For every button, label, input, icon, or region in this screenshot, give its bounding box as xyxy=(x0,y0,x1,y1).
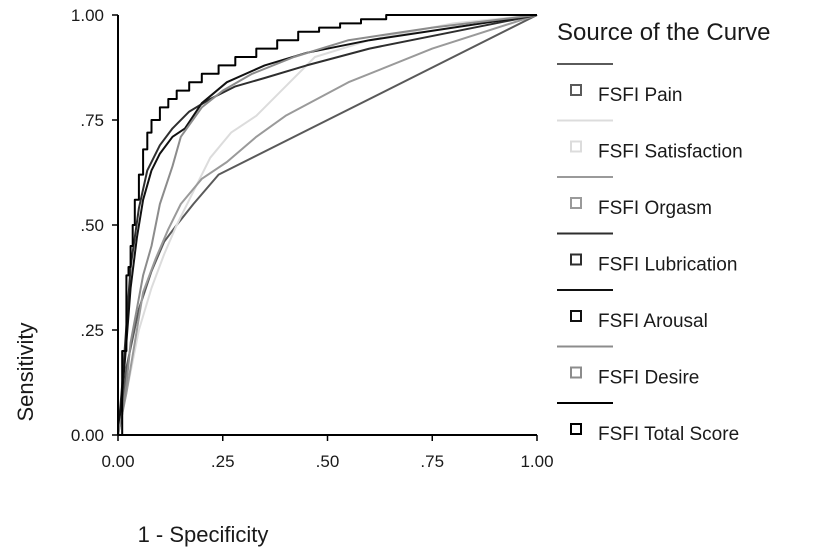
series-line-fsfi-arousal xyxy=(117,14,538,436)
legend-label: FSFI Pain xyxy=(598,85,682,106)
legend-item: FSFI Lubrication xyxy=(557,232,737,276)
legend-label: FSFI Satisfaction xyxy=(598,142,743,163)
x-tick-label: 1.00 xyxy=(520,452,553,471)
legend-item: FSFI Satisfaction xyxy=(557,119,743,163)
legend-marker xyxy=(570,253,582,266)
y-tick-label: 1.00 xyxy=(71,6,104,25)
x-tick-label: 0.00 xyxy=(101,452,134,471)
legend: FSFI Pain FSFI Satisfaction FSFI Orgasm FSF… xyxy=(557,63,743,445)
legend-item: FSFI Desire xyxy=(557,345,699,389)
x-axis-label: 1 - Specificity xyxy=(138,522,269,547)
tick-labels: 0.00 .25 .50 .75 1.00 0.00 .25 .50 .75 1.00 xyxy=(71,6,554,471)
axes xyxy=(117,15,537,436)
legend-marker xyxy=(570,310,582,322)
legend-item: FSFI Orgasm xyxy=(557,176,712,219)
y-tick-label: .25 xyxy=(80,321,104,340)
legend-label: FSFI Arousal xyxy=(598,311,708,332)
y-axis-label: Sensitivity xyxy=(13,322,38,421)
x-tick-label: .75 xyxy=(420,452,444,471)
legend-label: FSFI Orgasm xyxy=(598,198,712,219)
legend-label: FSFI Total Score xyxy=(598,424,739,445)
legend-marker xyxy=(570,84,582,96)
series-line-fsfi-total-score xyxy=(118,14,537,436)
legend-title: Source of the Curve xyxy=(557,19,770,46)
y-tick-label: 0.00 xyxy=(71,426,104,445)
x-tick-label: .25 xyxy=(211,452,235,471)
series-line-fsfi-orgasm xyxy=(117,14,538,436)
legend-label: FSFI Lubrication xyxy=(598,255,737,276)
legend-marker xyxy=(570,197,582,209)
y-tick-label: .50 xyxy=(80,216,104,235)
x-tick-label: .50 xyxy=(316,452,340,471)
legend-marker xyxy=(570,423,582,435)
legend-item: FSFI Pain xyxy=(557,63,682,106)
series-line-fsfi-pain xyxy=(117,14,538,436)
plot-area xyxy=(117,14,538,436)
legend-item: FSFI Total Score xyxy=(557,402,739,445)
y-tick-label: .75 xyxy=(80,111,104,130)
legend-item: FSFI Arousal xyxy=(557,289,708,332)
legend-marker xyxy=(570,140,582,153)
series-line-fsfi-satisfaction xyxy=(117,14,538,436)
series-line-fsfi-lubrication xyxy=(117,14,538,436)
legend-marker xyxy=(570,366,582,379)
series-line-fsfi-desire xyxy=(117,14,538,436)
legend-label: FSFI Desire xyxy=(598,368,699,389)
